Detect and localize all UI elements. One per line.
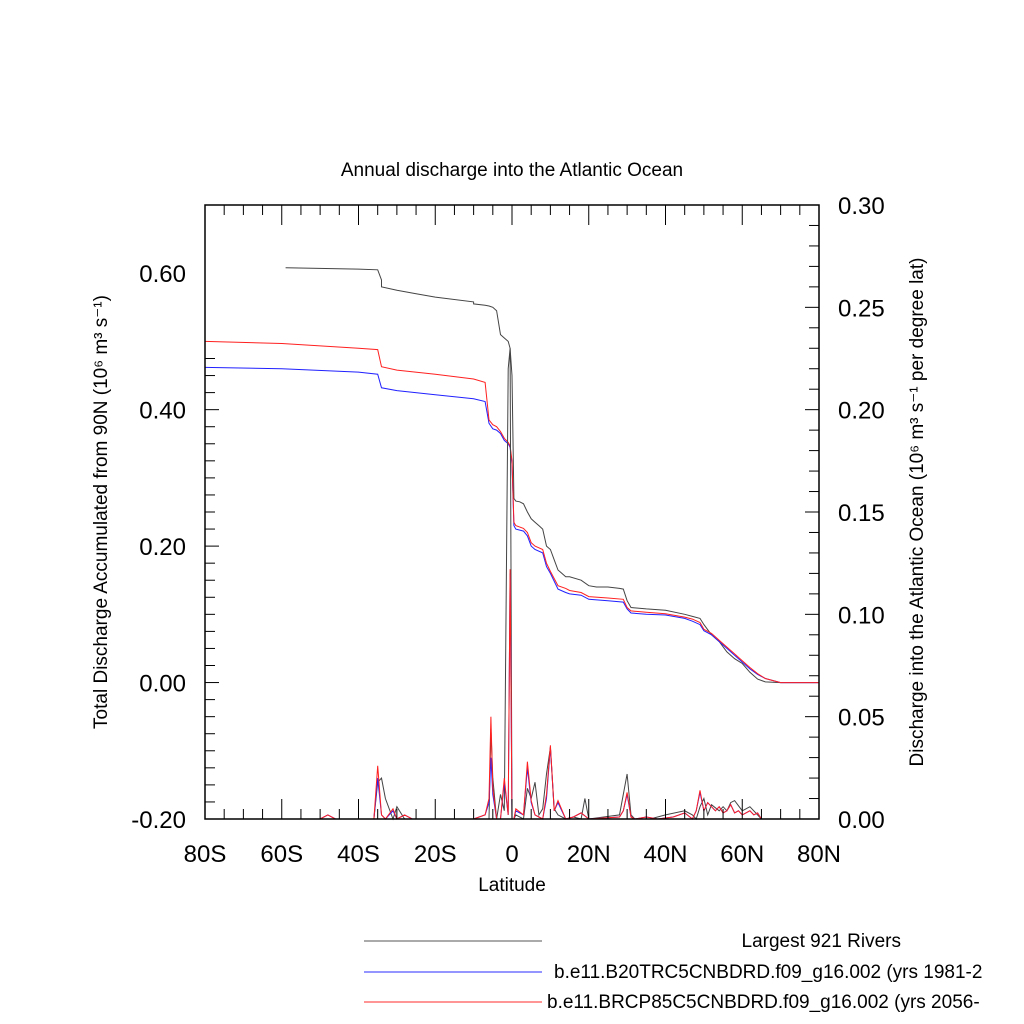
- y-right-tick-labels: 0.30 0.25 0.20 0.15 0.10 0.05 0.00: [838, 193, 885, 834]
- x-tick-label: 40N: [643, 841, 687, 868]
- series-accumulated-largest-921-rivers: [285, 267, 819, 684]
- x-tick-label: 20N: [567, 841, 611, 868]
- y-left-tick-labels: 0.60 0.40 0.20 0.00 -0.20: [131, 261, 186, 834]
- series-accumulated-b-e11-b20trc5cnbdrd-f09-g16-002-yrs-1981-2: [204, 366, 819, 684]
- legend-label-rivers: Largest 921 Rivers: [742, 931, 901, 952]
- y-left-tick-label: 0.60: [139, 261, 186, 288]
- y-right-tick-label: 0.20: [838, 398, 885, 425]
- tick-marks: [204, 204, 820, 820]
- x-tick-label: 40S: [337, 841, 380, 868]
- y-right-tick-label: 0.00: [838, 807, 885, 834]
- y-left-tick-label: 0.40: [139, 398, 186, 425]
- plot-frame: [204, 204, 820, 820]
- x-tick-label: 20S: [414, 841, 457, 868]
- y-right-tick-label: 0.05: [838, 705, 885, 732]
- series-accumulated-b-e11-brcp85c5cnbdrd-f09-g16-002-yrs-2056: [204, 340, 819, 684]
- y-right-tick-label: 0.10: [838, 602, 885, 629]
- series-layer: [204, 267, 819, 821]
- y-right-tick-label: 0.30: [838, 193, 885, 220]
- legend-label-historical: b.e11.B20TRC5CNBDRD.f09_g16.002 (yrs 198…: [554, 962, 982, 983]
- chart-title: Annual discharge into the Atlantic Ocean: [341, 160, 683, 181]
- series-per-degree-largest-921-rivers: [205, 348, 819, 821]
- legend-label-rcp85: b.e11.BRCP85C5CNBDRD.f09_g16.002 (yrs 20…: [547, 992, 980, 1013]
- y-right-tick-label: 0.15: [838, 500, 885, 527]
- legend: Largest 921 Rivers b.e11.B20TRC5CNBDRD.f…: [364, 931, 982, 1013]
- x-tick-label: 60N: [720, 841, 764, 868]
- y-left-tick-label: 0.00: [139, 671, 186, 698]
- x-tick-labels: 80S 60S 40S 20S 0 20N 40N 60N 80N: [184, 841, 841, 868]
- y-axis-label-left: Total Discharge Accumulated from 90N (10…: [91, 295, 112, 729]
- y-left-tick-label: -0.20: [131, 807, 186, 834]
- x-tick-label: 80N: [797, 841, 841, 868]
- x-tick-label: 60S: [260, 841, 303, 868]
- x-axis-label: Latitude: [478, 875, 546, 896]
- y-axis-label-right: Discharge into the Atlantic Ocean (10⁶ m…: [907, 258, 928, 767]
- x-tick-label: 0: [505, 841, 518, 868]
- x-tick-label: 80S: [184, 841, 227, 868]
- y-left-tick-label: 0.20: [139, 534, 186, 561]
- y-right-tick-label: 0.25: [838, 295, 885, 322]
- series-per-degree-b-e11-brcp85c5cnbdrd-f09-g16-002-yrs-2056: [205, 569, 819, 820]
